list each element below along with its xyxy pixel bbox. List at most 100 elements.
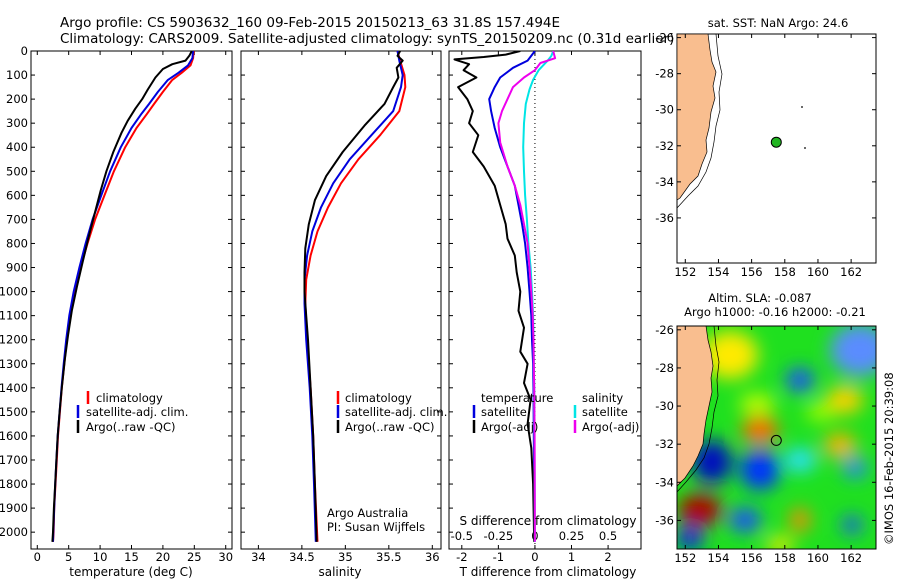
lat-tick-label: -36 [655, 513, 674, 527]
legend-text-climatology: climatology [96, 391, 163, 405]
pi-label: PI: Susan Wijffels [327, 520, 425, 534]
sla-blob [824, 433, 856, 457]
depth-tick-label: 2000 [0, 525, 28, 539]
sst-map-lon-ticks: 152 154 156 158 160 162 [674, 34, 862, 279]
depth-tick-label: 1600 [0, 429, 28, 443]
legend-text-argo: Argo(..raw -QC) [345, 420, 435, 434]
lon-tick-label: 152 [674, 551, 696, 565]
sla-map-lat-ticks: -26 -28 -30 -32 -34 -36 [655, 323, 876, 527]
sla-heatmap [677, 326, 876, 549]
lat-tick-label: -36 [655, 211, 674, 225]
sla-blob [843, 458, 867, 478]
sla-blob [739, 394, 775, 414]
x-tick-label: 2 [604, 550, 611, 564]
lat-tick-label: -30 [655, 103, 674, 117]
salinity-lines [303, 51, 407, 542]
sla-map: Altim. SLA: -0.087 Argo h1000: -0.16 h20… [655, 291, 877, 565]
difference-depth-ticks [449, 50, 641, 533]
x-tick-label: -2 [456, 550, 467, 564]
argo-float-marker [770, 434, 782, 446]
sla-map-lon-ticks: 152 154 156 158 160 162 [674, 326, 862, 565]
lon-tick-label: 154 [707, 265, 729, 279]
sla-map-land [677, 326, 714, 487]
difference-panel: -2 -1 0 1 2 -0.5 -0.25 0 0.25 0.5 temperature sa… [448, 50, 642, 579]
legend-text-climatology: climatology [345, 391, 412, 405]
lat-tick-label: -28 [655, 361, 674, 375]
sla-blob [766, 537, 794, 549]
x-tick-label: 15 [124, 550, 139, 564]
series-line-s-argo-adj- [497, 51, 557, 542]
lon-tick-label: 156 [741, 265, 763, 279]
lat-tick-label: -32 [655, 437, 674, 451]
x-tick-label: 10 [93, 550, 108, 564]
lat-tick-label: -34 [655, 175, 674, 189]
salinity-legend: climatology satellite-adj. clim. Argo(..… [336, 391, 447, 434]
depth-tick-label: 600 [6, 188, 28, 202]
credit-stamp: ©IMOS 16-Feb-2015 20:39:08 [882, 372, 896, 545]
salinity-axes-frame [240, 50, 442, 550]
salinity-x-ticks: 34 34.5 35 35.5 36 [251, 51, 440, 564]
series-line-t-argo-adj- [453, 51, 536, 542]
sla-anomaly-field [677, 326, 876, 549]
sla-blob [678, 494, 722, 526]
sla-blob [790, 508, 810, 532]
sla-blob [784, 448, 816, 472]
lon-tick-label: 158 [774, 551, 796, 565]
lon-tick-label: 160 [807, 265, 829, 279]
depth-tick-label: 1800 [0, 477, 28, 491]
depth-tick-label: 1000 [0, 285, 28, 299]
salinity-xlabel: salinity [318, 565, 361, 579]
legend-text-t-argo: Argo(-adj) [481, 420, 538, 434]
temperature-legend: climatology satellite-adj. clim. Argo(..… [76, 391, 188, 434]
legend-salinity-title: salinity [582, 391, 623, 405]
sla-blob [692, 440, 732, 484]
lon-tick-label: 154 [707, 551, 729, 565]
x-tick-label: 35.5 [376, 550, 402, 564]
lat-tick-label: -34 [655, 475, 674, 489]
depth-tick-label: 900 [6, 261, 28, 275]
lon-tick-label: 162 [840, 265, 862, 279]
sla-blob [806, 403, 834, 421]
lat-tick-label: -26 [655, 323, 674, 337]
x-tick-label: 5 [65, 550, 72, 564]
legend-text-argo: Argo(..raw -QC) [86, 420, 176, 434]
sla-map-frame [676, 325, 877, 550]
depth-tick-label: 400 [6, 140, 28, 154]
sla-blob [830, 326, 876, 376]
sla-map-shelf-edge [677, 326, 720, 493]
depth-tick-label: 200 [6, 92, 28, 106]
depth-tick-label: 1100 [0, 309, 28, 323]
sla-blob [740, 450, 780, 490]
depth-tick-label: 500 [6, 164, 28, 178]
sst-map-title: sat. SST: NaN Argo: 24.6 [708, 16, 849, 30]
x-tick-label: 0 [531, 550, 538, 564]
sla-blob [786, 368, 814, 392]
depth-tick-label: 100 [6, 68, 28, 82]
island-dot [804, 147, 806, 149]
x-tick-label: 35 [338, 550, 353, 564]
depth-tick-label: 1300 [0, 357, 28, 371]
temperature-depth-ticks: 0 100 200 300 400 500 600 700 800 900 1000 1100 1200… [0, 44, 232, 539]
temperature-axes-frame [30, 50, 233, 550]
x-tick-label: 36 [425, 550, 440, 564]
sst-map-lat-ticks: -26 -28 -30 -32 -34 -36 [655, 31, 876, 225]
lat-tick-label: -26 [655, 31, 674, 45]
s-tick-label: 0.5 [599, 529, 617, 543]
depth-tick-label: 700 [6, 212, 28, 226]
sla-blob [842, 516, 862, 534]
sst-map-land [676, 33, 717, 201]
depth-tick-label: 800 [6, 236, 28, 250]
depth-tick-label: 300 [6, 116, 28, 130]
sst-map-shelf-edge [676, 33, 723, 209]
x-tick-label: 34 [251, 550, 266, 564]
lat-tick-label: -32 [655, 139, 674, 153]
legend-temperature-title: temperature [481, 391, 553, 405]
figure-title-line2: Climatology: CARS2009. Satellite-adjuste… [60, 31, 674, 47]
sla-map-title-line2: Argo h1000: -0.16 h2000: -0.21 [684, 305, 866, 319]
difference-axes-frame [448, 50, 642, 550]
depth-tick-label: 0 [21, 44, 28, 58]
x-tick-label: 34.5 [289, 550, 315, 564]
x-tick-label: 30 [218, 550, 233, 564]
legend-text-satellite: satellite-adj. clim. [345, 405, 447, 419]
depth-tick-label: 1900 [0, 501, 28, 515]
